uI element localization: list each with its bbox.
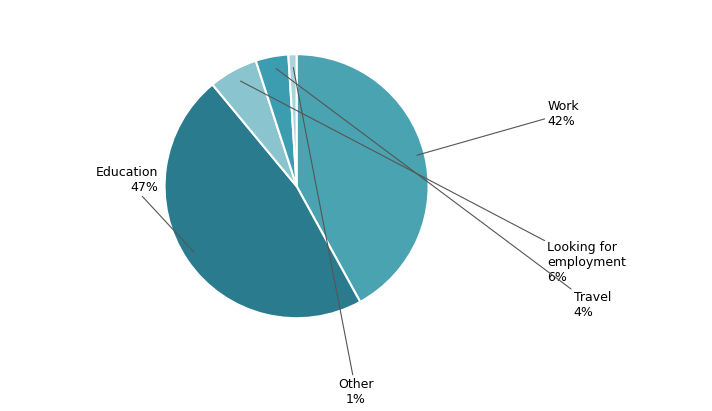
Wedge shape (212, 61, 297, 186)
Text: Work
42%: Work 42% (417, 99, 579, 155)
Wedge shape (297, 54, 429, 302)
Wedge shape (256, 54, 297, 186)
Text: Travel
4%: Travel 4% (276, 69, 611, 319)
Text: Looking for
employment
6%: Looking for employment 6% (241, 81, 627, 284)
Wedge shape (288, 54, 297, 186)
Wedge shape (164, 85, 360, 318)
Text: Education
47%: Education 47% (95, 166, 194, 252)
Text: Other
1%: Other 1% (293, 67, 374, 406)
